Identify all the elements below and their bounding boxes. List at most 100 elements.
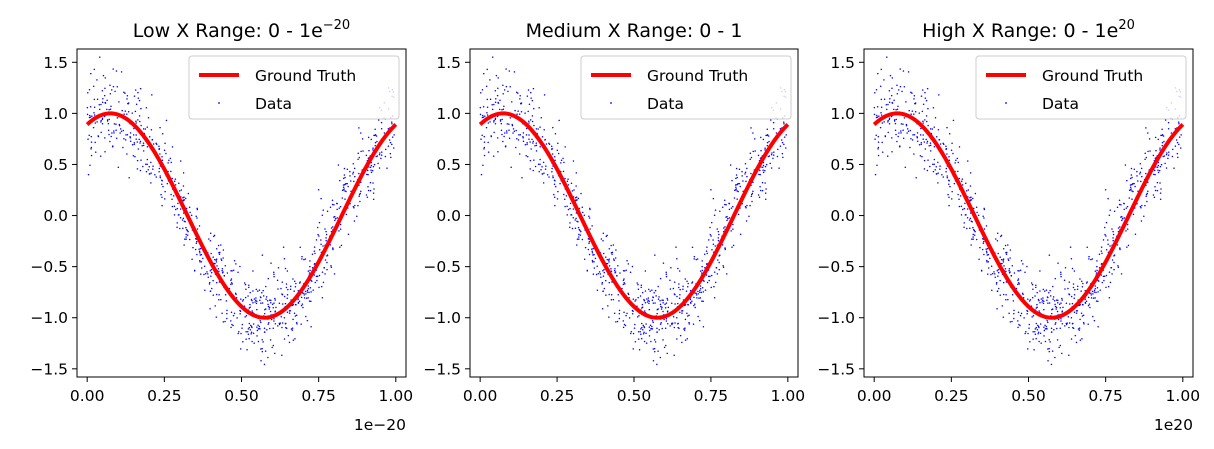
data-point xyxy=(284,302,287,305)
data-point xyxy=(588,240,591,243)
data-point xyxy=(1056,339,1059,341)
data-point xyxy=(1098,253,1101,256)
data-point xyxy=(652,321,654,324)
data-point xyxy=(965,214,967,216)
data-point xyxy=(495,98,497,100)
data-point xyxy=(608,281,611,284)
data-point xyxy=(173,180,176,183)
data-point xyxy=(564,146,566,148)
data-point xyxy=(591,250,593,253)
data-point xyxy=(986,251,988,254)
data-point xyxy=(639,295,642,297)
data-point xyxy=(1160,163,1163,166)
data-point xyxy=(780,139,783,141)
data-point xyxy=(136,159,139,162)
data-point xyxy=(212,279,214,282)
data-point xyxy=(1119,247,1121,250)
data-point xyxy=(1048,350,1051,353)
data-point xyxy=(297,298,299,301)
data-point xyxy=(662,310,664,313)
y-tick-label: 0.0 xyxy=(830,207,855,225)
data-point xyxy=(942,142,944,144)
data-point xyxy=(209,240,212,242)
chart-title-superscript: 20 xyxy=(1118,18,1135,33)
data-point xyxy=(684,278,687,280)
data-point xyxy=(1086,281,1088,283)
data-point xyxy=(1112,230,1114,233)
data-point xyxy=(117,166,120,168)
data-point xyxy=(693,258,695,260)
data-point xyxy=(937,182,939,184)
data-point xyxy=(174,208,177,211)
data-point xyxy=(977,214,980,216)
data-point xyxy=(283,338,286,340)
data-point xyxy=(773,151,775,153)
data-point xyxy=(529,141,531,143)
data-point xyxy=(558,119,560,122)
data-point xyxy=(727,217,729,220)
data-point xyxy=(258,325,261,328)
data-point xyxy=(539,163,541,166)
data-point xyxy=(666,297,668,300)
data-point xyxy=(574,227,577,229)
data-point xyxy=(393,134,395,136)
data-point xyxy=(214,305,216,307)
data-point xyxy=(659,277,662,280)
data-point xyxy=(1009,249,1012,251)
legend-marker-swatch xyxy=(218,102,220,104)
data-point xyxy=(265,308,267,310)
data-point xyxy=(358,195,360,197)
data-point xyxy=(638,349,641,351)
data-point xyxy=(285,283,288,285)
data-point xyxy=(215,259,217,261)
data-point xyxy=(284,267,287,270)
data-point xyxy=(593,267,596,269)
data-point xyxy=(273,275,275,278)
data-point xyxy=(1140,167,1143,170)
data-point xyxy=(541,135,544,138)
data-point xyxy=(714,209,717,211)
data-point xyxy=(262,341,264,343)
data-point xyxy=(1071,267,1074,270)
data-point xyxy=(173,214,176,216)
data-point xyxy=(314,252,316,255)
data-point xyxy=(109,84,111,87)
data-point xyxy=(678,270,681,272)
data-point xyxy=(1167,157,1169,160)
data-point xyxy=(678,297,681,299)
data-point xyxy=(491,108,494,111)
data-point xyxy=(506,132,508,134)
data-point xyxy=(742,180,744,182)
data-point xyxy=(706,252,708,255)
data-point xyxy=(128,177,130,179)
data-point xyxy=(266,328,268,331)
data-point xyxy=(705,274,708,276)
data-point xyxy=(112,145,114,147)
data-point xyxy=(215,293,218,296)
data-point xyxy=(651,299,654,301)
data-point xyxy=(889,98,891,100)
data-point xyxy=(548,176,550,178)
data-point xyxy=(1127,244,1130,247)
data-point xyxy=(759,169,761,172)
data-point xyxy=(239,348,242,350)
data-point xyxy=(380,157,382,160)
data-point xyxy=(709,275,711,278)
data-point xyxy=(141,144,143,147)
data-point xyxy=(633,327,636,329)
data-point xyxy=(357,204,359,207)
data-point xyxy=(733,197,736,199)
data-point xyxy=(688,321,690,324)
data-point xyxy=(1102,239,1105,241)
data-point xyxy=(1131,198,1133,200)
data-point xyxy=(1161,141,1164,144)
data-point xyxy=(1121,217,1124,220)
data-point xyxy=(158,167,161,170)
data-point xyxy=(1062,306,1064,309)
data-point xyxy=(329,206,332,209)
data-point xyxy=(682,288,684,291)
data-point xyxy=(619,272,621,274)
data-point xyxy=(1057,299,1059,302)
data-point xyxy=(1129,177,1132,180)
